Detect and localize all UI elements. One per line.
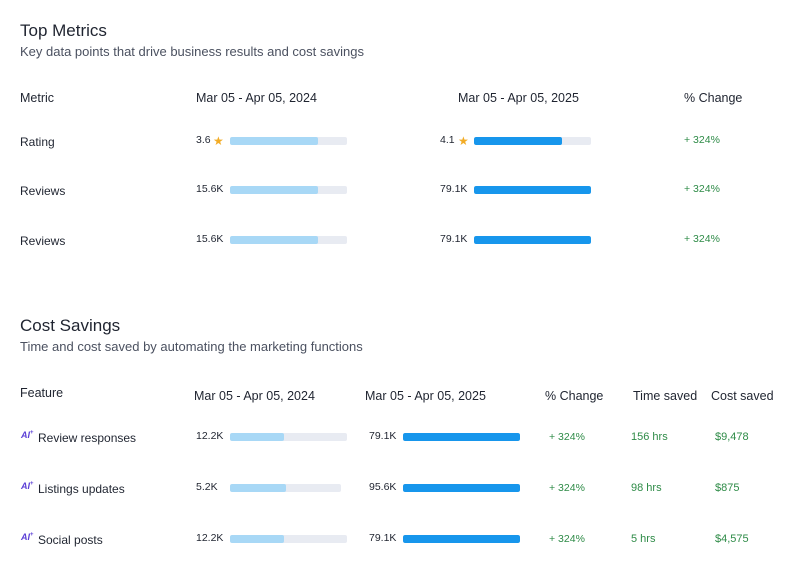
feature-row-label: Review responses bbox=[38, 431, 137, 445]
new-progress-bar bbox=[474, 137, 591, 145]
change-value: + 324% bbox=[549, 533, 585, 545]
period-2025-column-header: Mar 05 - Apr 05, 2025 bbox=[365, 389, 486, 403]
new-value: 79.1K bbox=[369, 430, 397, 442]
feature-column-header: Feature bbox=[20, 386, 64, 400]
ai-sparkle-icon: AI+ bbox=[21, 532, 34, 542]
cost-saved-value: $9,478 bbox=[715, 431, 749, 443]
change-value: + 324% bbox=[549, 482, 585, 494]
old-value: 12.2K bbox=[196, 430, 224, 442]
cost-savings-title: Cost Savings bbox=[20, 316, 121, 335]
change-value: + 324% bbox=[549, 431, 585, 443]
time-saved-value: 98 hrs bbox=[631, 482, 662, 494]
old-progress-bar bbox=[230, 484, 341, 492]
feature-row-label: Listings updates bbox=[38, 482, 125, 496]
period-2024-column-header: Mar 05 - Apr 05, 2024 bbox=[196, 91, 317, 105]
old-value: 5.2K bbox=[196, 481, 218, 493]
old-progress-bar bbox=[230, 137, 347, 145]
new-progress-bar bbox=[403, 535, 520, 543]
star-icon: ★ bbox=[213, 134, 224, 148]
old-value: 12.2K bbox=[196, 532, 224, 544]
new-progress-bar bbox=[474, 186, 591, 194]
ai-sparkle-icon: AI+ bbox=[21, 481, 34, 491]
time-saved-column-header: Time saved bbox=[633, 389, 698, 403]
metric-row-label: Reviews bbox=[20, 184, 66, 198]
old-value: 3.6 bbox=[196, 134, 211, 146]
old-value: 15.6K bbox=[196, 183, 224, 195]
change-value: + 324% bbox=[684, 183, 720, 195]
old-progress-bar bbox=[230, 186, 347, 194]
new-value: 95.6K bbox=[369, 481, 397, 493]
cost-saved-value: $4,575 bbox=[715, 533, 749, 545]
metric-row-label: Rating bbox=[20, 135, 55, 149]
change-value: + 324% bbox=[684, 134, 720, 146]
change-value: + 324% bbox=[684, 233, 720, 245]
old-progress-bar bbox=[230, 236, 347, 244]
metric-row-label: Reviews bbox=[20, 234, 66, 248]
new-value: 79.1K bbox=[369, 532, 397, 544]
feature-row-label: Social posts bbox=[38, 533, 103, 547]
ai-sparkle-icon: AI+ bbox=[21, 430, 34, 440]
period-2024-column-header: Mar 05 - Apr 05, 2024 bbox=[194, 389, 315, 403]
period-2025-column-header: Mar 05 - Apr 05, 2025 bbox=[458, 91, 579, 105]
new-value: 4.1 bbox=[440, 134, 455, 146]
new-progress-bar bbox=[403, 433, 520, 441]
cost-saved-column-header: Cost saved bbox=[711, 389, 774, 403]
time-saved-value: 156 hrs bbox=[631, 431, 668, 443]
old-progress-bar bbox=[230, 433, 347, 441]
top-metrics-subtitle: Key data points that drive business resu… bbox=[20, 44, 364, 59]
time-saved-value: 5 hrs bbox=[631, 533, 656, 545]
cost-saved-value: $875 bbox=[715, 482, 740, 494]
change-column-header: % Change bbox=[684, 91, 743, 105]
metric-column-header: Metric bbox=[20, 91, 55, 105]
old-progress-bar bbox=[230, 535, 347, 543]
new-value: 79.1K bbox=[440, 183, 468, 195]
new-progress-bar bbox=[474, 236, 591, 244]
top-metrics-title: Top Metrics bbox=[20, 21, 107, 40]
change-column-header: % Change bbox=[545, 389, 604, 403]
cost-savings-subtitle: Time and cost saved by automating the ma… bbox=[20, 339, 363, 354]
new-progress-bar bbox=[403, 484, 520, 492]
old-value: 15.6K bbox=[196, 233, 224, 245]
star-icon: ★ bbox=[458, 134, 469, 148]
new-value: 79.1K bbox=[440, 233, 468, 245]
